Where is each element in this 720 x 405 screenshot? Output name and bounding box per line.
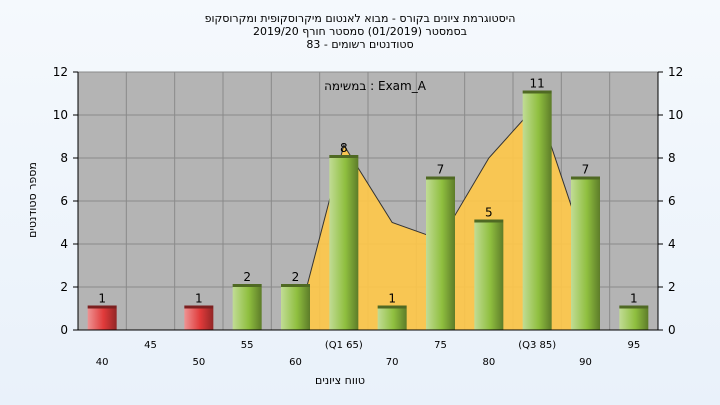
chart-title-line-1: היסטוגרמת ציונים בקורס - מבוא לאנטום מיק… bbox=[205, 12, 516, 25]
y-tick-label-left: 10 bbox=[53, 108, 68, 122]
data-label: 2 bbox=[292, 270, 300, 284]
y-tick-label-left: 8 bbox=[60, 151, 68, 165]
y-tick-label-right: 12 bbox=[668, 65, 683, 79]
bar-50 bbox=[184, 308, 214, 330]
bar-70 bbox=[377, 308, 407, 330]
y-tick-label-left: 4 bbox=[60, 237, 68, 251]
bar-top-edge bbox=[426, 176, 455, 180]
bar-40 bbox=[87, 308, 117, 330]
y-tick-label-left: 6 bbox=[60, 194, 68, 208]
data-label: 11 bbox=[530, 77, 545, 91]
chart-title-block: היסטוגרמת ציונים בקורס - מבוא לאנטום מיק… bbox=[205, 12, 516, 51]
y-axis-right-ticks: 0 2 4 6 8 10 12 bbox=[657, 65, 683, 337]
bar-top-edge bbox=[571, 176, 600, 180]
data-label: 1 bbox=[98, 292, 106, 306]
x-tick-label: 60 bbox=[289, 357, 302, 368]
x-tick-label: 70 bbox=[386, 357, 399, 368]
bar-top-edge bbox=[329, 155, 359, 158]
bar-top-edge bbox=[232, 284, 262, 287]
x-axis-label: טווח ציונים bbox=[315, 374, 365, 387]
bar-75 bbox=[426, 179, 455, 330]
bar-80 bbox=[474, 222, 504, 330]
y-tick-label-right: 8 bbox=[668, 151, 676, 165]
bar-90 bbox=[571, 179, 600, 330]
bar-Q165 bbox=[329, 158, 359, 330]
y-tick-label-left: 0 bbox=[60, 323, 68, 337]
bar-top-edge bbox=[87, 305, 117, 309]
x-tick-label: 45 bbox=[144, 340, 157, 351]
x-tick-label: 55 bbox=[241, 340, 254, 351]
x-axis-ticks: 40 45 50 55 60 (Q1 65) 70 75 80 (Q3 85) 90 95 bbox=[78, 329, 658, 368]
x-tick-label: 75 bbox=[434, 340, 447, 351]
bar-series bbox=[87, 90, 649, 330]
y-tick-label-left: 12 bbox=[53, 65, 68, 79]
x-tick-label: 50 bbox=[192, 357, 205, 368]
data-label: 5 bbox=[485, 206, 493, 220]
y-tick-label-right: 2 bbox=[668, 280, 676, 294]
x-tick-label: 90 bbox=[579, 357, 592, 368]
bar-top-edge bbox=[184, 305, 214, 309]
y-tick-label-right: 10 bbox=[668, 108, 683, 122]
data-label: 1 bbox=[388, 292, 396, 306]
data-label: 1 bbox=[195, 292, 203, 306]
bar-Q385 bbox=[522, 93, 552, 330]
bar-95 bbox=[619, 308, 649, 330]
chart-title-line-3: 83 - סטודנטים רשומים bbox=[306, 38, 413, 51]
data-label: 1 bbox=[630, 292, 638, 306]
area-fill bbox=[295, 104, 586, 330]
data-label: 7 bbox=[582, 163, 590, 177]
y-tick-label-right: 4 bbox=[668, 237, 676, 251]
y-axis-left-ticks: 0 2 4 6 8 10 12 bbox=[53, 65, 79, 337]
bar-55 bbox=[232, 287, 262, 330]
x-tick-label: 80 bbox=[482, 357, 495, 368]
data-label: 8 bbox=[340, 141, 348, 155]
bar-top-edge bbox=[474, 219, 504, 223]
bar-top-edge bbox=[619, 305, 649, 309]
bar-top-edge bbox=[281, 284, 310, 287]
x-tick-label: 40 bbox=[96, 357, 109, 368]
data-label: 2 bbox=[243, 270, 251, 284]
y-axis-label: מספר סטודנטים bbox=[26, 162, 39, 238]
y-tick-label-left: 2 bbox=[60, 280, 68, 294]
y-tick-label-right: 0 bbox=[668, 323, 676, 337]
bar-top-edge bbox=[377, 305, 407, 309]
y-tick-label-right: 6 bbox=[668, 194, 676, 208]
data-label: 7 bbox=[437, 163, 445, 177]
x-tick-label: 95 bbox=[627, 340, 640, 351]
chart-title-line-2: בסמסטר (01/2019) סמסטר חורף 2019/20 bbox=[253, 25, 467, 38]
bar-top-edge bbox=[522, 90, 552, 94]
bar-60 bbox=[281, 287, 310, 330]
exam-annotation: במשימה : Exam_A bbox=[324, 79, 427, 93]
x-tick-label: (Q1 65) bbox=[325, 340, 363, 351]
x-tick-label: (Q3 85) bbox=[518, 340, 556, 351]
